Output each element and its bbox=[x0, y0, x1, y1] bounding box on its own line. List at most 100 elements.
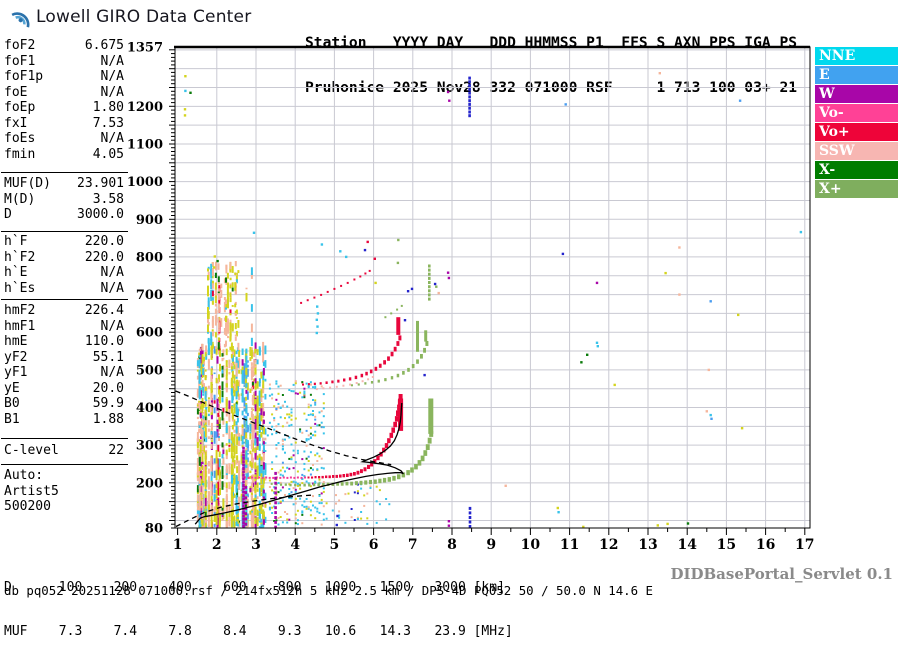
y-tick-label: 400 bbox=[136, 401, 163, 416]
readout-label: foF1p bbox=[4, 69, 44, 84]
readout-label: foEs bbox=[4, 131, 36, 146]
servlet-version-label: DIDBasePortal_Servlet 0.1 bbox=[670, 565, 893, 583]
readout-value: N/A bbox=[100, 365, 124, 380]
readout-value: 220.0 bbox=[84, 234, 124, 249]
readout-label: yF2 bbox=[4, 349, 28, 365]
readout-label: h`Es bbox=[4, 280, 36, 296]
x-tick-label: 11 bbox=[560, 537, 579, 553]
legend-item-e[interactable]: E bbox=[815, 66, 898, 84]
legend-item-ssw[interactable]: SSW bbox=[815, 142, 898, 160]
readout-d: D 3000.0 bbox=[4, 207, 124, 223]
legend-item-w[interactable]: W bbox=[815, 85, 898, 103]
legend-label: NNE bbox=[819, 48, 856, 64]
axis-frame bbox=[174, 45, 811, 529]
trace-second-hop-x-bar bbox=[416, 320, 419, 352]
readout-yf1: yF1 N/A bbox=[4, 365, 124, 381]
readout-mufd: MUF(D) 23.901 bbox=[4, 176, 124, 192]
readout-hmf1: hmF1 N/A bbox=[4, 319, 124, 335]
readout-label: B0 bbox=[4, 396, 20, 411]
readout-fmin: fmin 4.05 bbox=[4, 147, 124, 163]
trace-second-hop-ssw bbox=[315, 376, 374, 391]
x-tick-label: 14 bbox=[677, 537, 697, 553]
panel-divider bbox=[1, 172, 128, 173]
trace-muf-transmission-curve bbox=[175, 390, 392, 466]
readout-fxi: fxI 7.53 bbox=[4, 116, 124, 132]
readout-value: N/A bbox=[100, 131, 124, 146]
readout-value: 220.0 bbox=[84, 249, 124, 265]
readout-value: N/A bbox=[100, 265, 124, 280]
x-tick-label: 7 bbox=[408, 537, 418, 553]
readout-value: N/A bbox=[100, 69, 124, 84]
y-tick-label: 1100 bbox=[127, 138, 163, 153]
x-tick-label: 1 bbox=[173, 537, 183, 553]
giro-logo-icon bbox=[8, 5, 32, 29]
legend-label: X- bbox=[819, 162, 836, 178]
trace-es-blue-upper bbox=[468, 76, 471, 118]
readout-label: M(D) bbox=[4, 191, 36, 207]
legend-item-x[interactable]: X+ bbox=[815, 180, 898, 198]
readout-value: 1.88 bbox=[92, 411, 124, 427]
trace-rfi-w-column3 bbox=[274, 471, 277, 529]
readout-label: h`E bbox=[4, 265, 28, 280]
x-tick-label: 2 bbox=[212, 537, 222, 553]
readout-hes: h`Es N/A bbox=[4, 281, 124, 297]
readout-hme: hmE 110.0 bbox=[4, 334, 124, 350]
readout-fof1p: foF1p N/A bbox=[4, 69, 124, 85]
readout-label: C-level bbox=[4, 443, 59, 458]
x-tick-label: 15 bbox=[717, 537, 736, 553]
readout-value: 23.901 bbox=[77, 176, 124, 191]
sparse-echoes bbox=[183, 72, 803, 529]
legend-label: W bbox=[819, 86, 835, 102]
trace-third-hop-o bbox=[300, 269, 371, 304]
y-tick-label: 80 bbox=[145, 522, 163, 537]
readout-label: h`F bbox=[4, 234, 28, 249]
readout-clevel: C-level 22 bbox=[4, 443, 124, 459]
readout-ye: yE 20.0 bbox=[4, 381, 124, 397]
legend-label: SSW bbox=[819, 143, 855, 159]
app-title: Lowell GIRO Data Center bbox=[36, 7, 252, 27]
x-tick-label: 17 bbox=[795, 537, 814, 553]
readout-foes: foEs N/A bbox=[4, 131, 124, 147]
panel-divider bbox=[1, 299, 128, 300]
readout-label: foEp bbox=[4, 100, 36, 115]
readout-value: 1.80 bbox=[92, 100, 124, 115]
x-tick-label: 16 bbox=[756, 537, 775, 553]
readout-label: yF1 bbox=[4, 365, 28, 380]
readout-label: fmin bbox=[4, 146, 36, 162]
trace-second-hop-x bbox=[351, 341, 429, 387]
gridlines bbox=[175, 47, 810, 528]
x-axis-labels: 1 2 3 4 5 6 7 8 9 10 11 12 13 14 15 16 17 bbox=[173, 537, 815, 553]
x-tick-label: 9 bbox=[486, 537, 496, 553]
x-tick-label: 8 bbox=[447, 537, 457, 553]
trace-second-hop-o bbox=[302, 335, 402, 386]
readout-value: 22 bbox=[108, 443, 124, 458]
trace-second-hop-o-bar bbox=[396, 317, 401, 335]
legend-item-vo[interactable]: Vo+ bbox=[815, 123, 898, 141]
legend-item-x[interactable]: X- bbox=[815, 161, 898, 179]
readout-value: 20.0 bbox=[92, 380, 124, 396]
readout-value: 3.58 bbox=[92, 191, 124, 207]
y-tick-label: 200 bbox=[136, 476, 163, 491]
y-tick-label: 800 bbox=[136, 250, 163, 265]
x-tick-label: 5 bbox=[330, 537, 340, 553]
readout-label: MUF(D) bbox=[4, 176, 51, 191]
panel-divider bbox=[1, 438, 128, 439]
legend-item-vo[interactable]: Vo- bbox=[815, 104, 898, 122]
ionogram-plot[interactable]: 1357120011001000900800700600500400300200… bbox=[0, 0, 900, 600]
y-tick-label: 1000 bbox=[127, 175, 163, 190]
readout-label: D bbox=[4, 207, 12, 222]
legend-label: E bbox=[819, 67, 830, 83]
y-tick-label: 300 bbox=[136, 439, 163, 454]
readout-value: 3000.0 bbox=[77, 207, 124, 222]
y-tick-label: 700 bbox=[136, 288, 163, 303]
readout-label: foF1 bbox=[4, 53, 36, 69]
readout-value: 4.05 bbox=[92, 146, 124, 162]
legend-item-nne[interactable]: NNE bbox=[815, 47, 898, 65]
y-tick-label: 1357 bbox=[127, 41, 163, 56]
muf-row: MUF 7.3 7.4 7.8 8.4 9.3 10.6 14.3 23.9 [… bbox=[4, 623, 513, 639]
readout-value: 110.0 bbox=[84, 334, 124, 349]
readout-value: 7.53 bbox=[92, 115, 124, 131]
legend-label: X+ bbox=[819, 181, 842, 197]
trace-lower-dashed-curve bbox=[175, 494, 315, 528]
readout-value: N/A bbox=[100, 280, 124, 296]
